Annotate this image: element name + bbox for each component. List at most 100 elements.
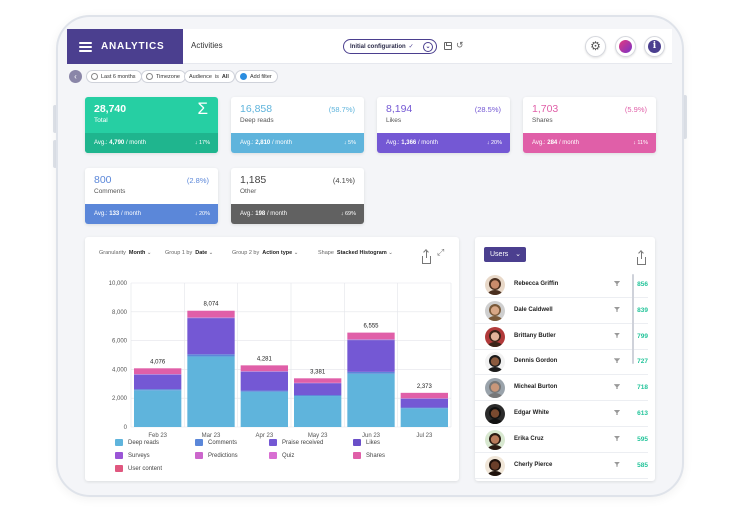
bar-segment bbox=[347, 373, 395, 427]
tab-activities[interactable]: Activities bbox=[191, 41, 223, 50]
configuration-select[interactable]: Initial configuration ✓ ⌄ bbox=[343, 39, 437, 54]
audience-filter-chip[interactable]: Audience is All bbox=[184, 70, 235, 83]
users-dropdown[interactable]: Users ⌄ bbox=[484, 247, 526, 262]
filter-icon[interactable] bbox=[614, 306, 620, 312]
expand-icon[interactable]: ⤢ bbox=[437, 247, 445, 257]
filter-icon[interactable] bbox=[614, 358, 620, 364]
bar-segment bbox=[187, 318, 235, 355]
export-icon[interactable] bbox=[422, 251, 431, 264]
user-row[interactable]: Dennis Gordon 727 bbox=[475, 349, 648, 376]
arrow-down-icon: ↓ bbox=[194, 140, 198, 146]
kpi-change-value: 20% bbox=[198, 211, 210, 217]
bar-segment bbox=[294, 378, 342, 383]
kpi-change: ↓ 20% bbox=[487, 133, 502, 153]
info-button[interactable] bbox=[644, 36, 665, 57]
kpi-average-unit: / month bbox=[125, 140, 146, 146]
kpi-card[interactable]: 800 Comments (2.8%) Avg.: 133 / month ↓ 20% bbox=[85, 168, 218, 224]
kpi-change-value: 17% bbox=[198, 140, 210, 146]
legend-item[interactable]: Predictions bbox=[195, 452, 238, 459]
settings-button[interactable]: ⚙ bbox=[585, 36, 606, 57]
kpi-change-value: 69% bbox=[344, 211, 356, 217]
bar-segment bbox=[134, 389, 182, 391]
user-score: 595 bbox=[637, 435, 648, 443]
legend-item[interactable]: Surveys bbox=[115, 452, 150, 459]
group2-control[interactable]: Group 2 by Action type ⌄ bbox=[232, 250, 299, 256]
timezone-filter-chip[interactable]: Timezone bbox=[141, 70, 186, 83]
configuration-label: Initial configuration bbox=[350, 43, 406, 50]
profile-avatar-button[interactable] bbox=[615, 36, 636, 57]
legend-item[interactable]: Deep reads bbox=[115, 439, 159, 446]
kpi-card[interactable]: 28,740 Total Σ Avg.: 4,790 / month ↓ 17% bbox=[85, 97, 218, 153]
user-score: 585 bbox=[637, 461, 648, 469]
kpi-average-value: 133 bbox=[109, 211, 120, 217]
users-dropdown-label: Users bbox=[490, 251, 509, 258]
granularity-control[interactable]: Granularity Month ⌄ bbox=[99, 250, 152, 256]
kpi-percent: (58.7%) bbox=[328, 105, 355, 114]
kpi-change: ↓ 5% bbox=[344, 133, 356, 153]
filter-icon[interactable] bbox=[614, 281, 620, 286]
user-row[interactable]: Rebecca Griffin 856 bbox=[475, 272, 648, 298]
bar-segment bbox=[240, 371, 288, 391]
kpi-change: ↓ 69% bbox=[341, 204, 356, 224]
filter-icon[interactable] bbox=[614, 410, 620, 415]
user-row[interactable]: Edgar White 613 bbox=[475, 401, 648, 427]
legend-item[interactable]: Praise received bbox=[269, 439, 323, 446]
bar-total-label: 4,076 bbox=[150, 359, 166, 365]
user-row[interactable]: Micheal Burton 718 bbox=[475, 375, 648, 402]
user-row[interactable]: Brittany Butler 799 bbox=[475, 324, 648, 350]
kpi-average: Avg.: 284 / month ↓ 11% bbox=[523, 133, 656, 153]
kpi-card[interactable]: 16,858 Deep reads (58.7%) Avg.: 2,810 / mon… bbox=[231, 97, 364, 153]
user-name: Dennis Gordon bbox=[514, 358, 558, 365]
bar-segment bbox=[400, 407, 448, 409]
bar-segment bbox=[400, 408, 448, 427]
user-row[interactable]: Dale Caldwell 839 bbox=[475, 298, 648, 324]
kpi-average-label: Avg.: bbox=[94, 211, 108, 217]
legend-item[interactable]: Quiz bbox=[269, 452, 294, 459]
kpi-card[interactable]: 1,185 Other (4.1%) Avg.: 198 / month ↓ 69% bbox=[231, 168, 364, 224]
avatar bbox=[485, 326, 505, 347]
legend-swatch bbox=[353, 439, 361, 446]
legend-item[interactable]: Likes bbox=[353, 439, 380, 446]
back-arrow-icon[interactable]: ‹ bbox=[69, 70, 82, 83]
user-row[interactable]: Cherly Pierce 585 bbox=[475, 453, 648, 479]
kpi-average: Avg.: 2,810 / month ↓ 5% bbox=[231, 133, 364, 153]
group1-control[interactable]: Group 1 by Date ⌄ bbox=[165, 250, 214, 256]
bar-segment bbox=[294, 383, 342, 396]
bar-segment bbox=[240, 390, 288, 392]
export-icon[interactable] bbox=[637, 252, 646, 265]
avatar bbox=[485, 429, 505, 450]
user-score: 718 bbox=[637, 384, 648, 392]
kpi-card[interactable]: 8,194 Likes (28.5%) Avg.: 1,366 / month ↓ 20… bbox=[377, 97, 510, 153]
x-tick-label: May 23 bbox=[308, 433, 328, 439]
legend-label: Shares bbox=[366, 452, 386, 459]
kpi-average-unit: / month bbox=[120, 211, 141, 217]
user-row[interactable]: Erika Cruz 595 bbox=[475, 427, 648, 453]
add-filter-button[interactable]: Add filter bbox=[235, 70, 278, 83]
y-tick-label: 4,000 bbox=[112, 367, 128, 373]
group2-label: Group 2 by bbox=[232, 250, 260, 256]
legend-item[interactable]: Comments bbox=[195, 439, 237, 446]
users-panel: Users ⌄ Rebecca Griffin 856 Dale Caldwell 8… bbox=[475, 237, 655, 481]
chevron-down-icon: ⌄ bbox=[515, 251, 521, 258]
users-scrollbar[interactable] bbox=[632, 274, 634, 364]
stacked-histogram-chart: 0 2,000 4,000 6,000 8,000 10,000 4,076 Feb 23 8,… bbox=[109, 281, 452, 439]
bar-segment bbox=[240, 391, 288, 427]
kpi-value: 28,740 bbox=[94, 103, 127, 115]
filter-icon[interactable] bbox=[614, 384, 620, 390]
period-filter-chip[interactable]: Last 6 months bbox=[86, 70, 142, 83]
legend-item[interactable]: Shares bbox=[353, 452, 385, 459]
save-icon[interactable] bbox=[444, 42, 452, 50]
shape-control[interactable]: Shape Stacked Histogram ⌄ bbox=[318, 250, 393, 256]
legend-label: Comments bbox=[208, 439, 238, 446]
kpi-average-unit: / month bbox=[271, 140, 292, 146]
kpi-card[interactable]: 1,703 Shares (5.9%) Avg.: 284 / month ↓ 11% bbox=[523, 97, 656, 153]
hamburger-menu-icon[interactable] bbox=[79, 41, 92, 52]
kpi-average-label: Avg.: bbox=[240, 211, 254, 217]
user-name: Edgar White bbox=[514, 410, 550, 416]
legend-item[interactable]: User content bbox=[115, 465, 162, 472]
filter-icon[interactable] bbox=[614, 461, 620, 467]
filter-icon[interactable] bbox=[614, 435, 620, 441]
undo-icon[interactable]: ↺ bbox=[456, 40, 464, 50]
filter-icon[interactable] bbox=[614, 332, 620, 338]
legend-label: Surveys bbox=[128, 452, 150, 459]
